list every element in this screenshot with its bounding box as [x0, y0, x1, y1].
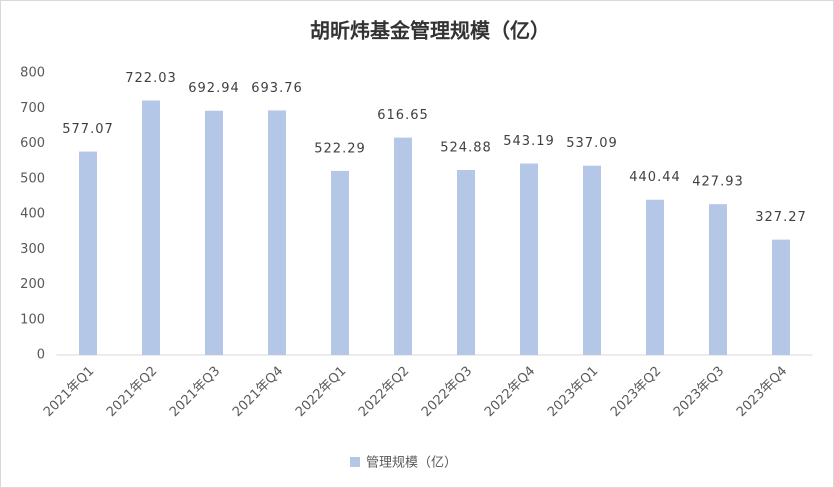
bar	[772, 239, 790, 355]
bar	[331, 170, 349, 355]
data-label: 577.07	[62, 122, 114, 137]
bar	[394, 137, 412, 355]
y-tick-label: 600	[20, 136, 45, 151]
y-tick-label: 700	[20, 101, 45, 116]
y-tick-label: 100	[20, 312, 45, 327]
data-label: 327.27	[755, 210, 807, 225]
y-tick-label: 800	[20, 66, 45, 81]
bar	[205, 110, 223, 355]
legend-swatch	[350, 457, 360, 467]
data-label: 692.94	[188, 81, 240, 96]
data-label: 522.29	[314, 141, 366, 156]
y-tick-label: 500	[20, 171, 45, 186]
data-label: 440.44	[629, 170, 681, 185]
bar	[457, 169, 475, 355]
bar	[583, 165, 601, 355]
data-label: 693.76	[251, 81, 303, 96]
data-label: 537.09	[566, 136, 618, 151]
bar	[268, 110, 286, 355]
y-tick-label: 400	[20, 207, 45, 222]
data-label: 543.19	[503, 134, 555, 149]
bar	[646, 199, 664, 355]
legend-label: 管理规模（亿）	[366, 456, 457, 471]
data-label: 427.93	[692, 175, 744, 190]
data-label: 524.88	[440, 140, 492, 155]
chart-title: 胡昕炜基金管理规模（亿）	[310, 19, 550, 43]
y-tick-label: 300	[20, 242, 45, 257]
data-label: 722.03	[125, 71, 177, 86]
bar	[79, 151, 97, 355]
y-tick-label: 200	[20, 277, 45, 292]
bar	[709, 204, 727, 355]
data-label: 616.65	[377, 108, 429, 123]
bar	[142, 100, 160, 355]
bar	[520, 163, 538, 355]
y-tick-label: 0	[37, 348, 45, 363]
